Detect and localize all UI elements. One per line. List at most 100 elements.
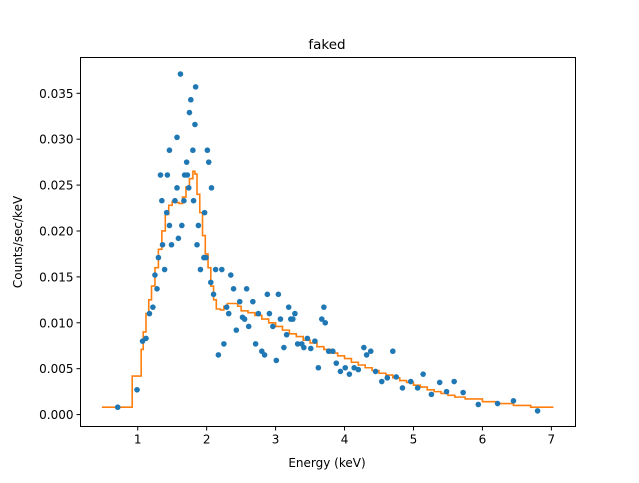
y-tick-label: 0.035 [39,87,73,101]
data-point [301,344,307,351]
data-point [208,185,215,191]
data-point [225,310,232,317]
data-point [321,304,327,310]
data-point [197,266,204,273]
data-point [164,172,171,178]
data-point [221,341,227,347]
data-point [292,310,298,317]
data-point [201,209,208,216]
data-point [194,241,200,248]
data-point [367,348,374,355]
data-point [307,345,314,352]
data-point [355,366,362,373]
data-point [315,364,322,371]
data-point [312,338,318,344]
data-point [270,323,276,330]
data-point [363,352,370,358]
data-point [134,386,140,393]
data-point [219,266,225,273]
data-point [325,348,332,355]
data-point [333,360,340,366]
data-point [407,378,414,385]
data-point [273,357,280,364]
x-tick-label: 4 [341,433,349,447]
x-tick-label: 6 [479,433,487,447]
data-point [192,121,198,128]
data-point [212,266,219,273]
y-axis-label: Counts/sec/keV [11,195,25,288]
data-point [342,364,349,371]
data-point [322,319,329,326]
data-point [155,254,162,261]
data-point [255,310,262,317]
data-point [152,272,158,278]
data-point [393,374,400,380]
data-point [399,385,406,391]
data-point [166,147,173,154]
data-point [290,316,296,322]
data-point [179,222,185,229]
data-point [304,335,311,342]
x-tick-label: 7 [548,433,556,447]
y-tick-label: 0.020 [39,224,73,238]
data-point [236,298,243,305]
y-tick-label: 0.025 [39,179,73,193]
data-point [207,279,214,286]
data-point [168,241,175,248]
data-point [174,134,180,141]
x-axis-label: Energy (keV) [288,456,365,470]
data-series [114,71,541,414]
data-point [281,344,287,351]
data-point [494,400,501,407]
data-point [261,352,268,358]
data-point [264,291,271,298]
x-tick-label: 1 [134,433,142,447]
axis-ticks: 1 2 3 4 5 6 7 0.000 0.005 0.010 0.015 0.020 0.025 0.0… [39,87,555,447]
data-point [166,222,173,229]
data-point [205,159,212,165]
data-point [534,408,541,414]
x-tick-label: 2 [203,433,211,447]
data-point [378,378,385,385]
data-point [443,388,450,395]
data-point [159,197,165,204]
data-point [184,172,191,178]
data-point [154,286,160,292]
data-point [245,323,252,330]
x-tick-label: 5 [410,433,418,447]
data-point [337,368,344,375]
model-step-line [101,170,554,409]
data-point [192,84,199,90]
chart-title: faked [308,37,345,53]
plot-frame [80,57,576,427]
y-tick-label: 0.010 [39,316,73,330]
data-point [175,235,182,242]
data-point [203,254,209,261]
data-point [436,379,443,386]
data-point [420,371,426,377]
data-point [188,96,194,103]
data-point [177,71,184,77]
data-point [183,159,190,165]
data-point [233,327,240,333]
data-point [185,185,192,191]
data-point [190,147,196,154]
data-point [475,401,482,408]
data-point [283,331,290,338]
data-point [460,389,466,396]
data-point [384,375,391,381]
data-point [372,368,379,375]
data-point [346,371,353,377]
y-tick-label: 0.000 [39,408,73,422]
data-point [163,209,170,216]
data-point [428,391,435,398]
data-point [161,266,168,273]
data-point [252,341,259,347]
data-point [159,241,166,248]
data-point [285,304,292,310]
data-point [174,185,180,191]
data-point [181,197,187,204]
data-point [157,172,164,178]
data-point [223,304,230,310]
